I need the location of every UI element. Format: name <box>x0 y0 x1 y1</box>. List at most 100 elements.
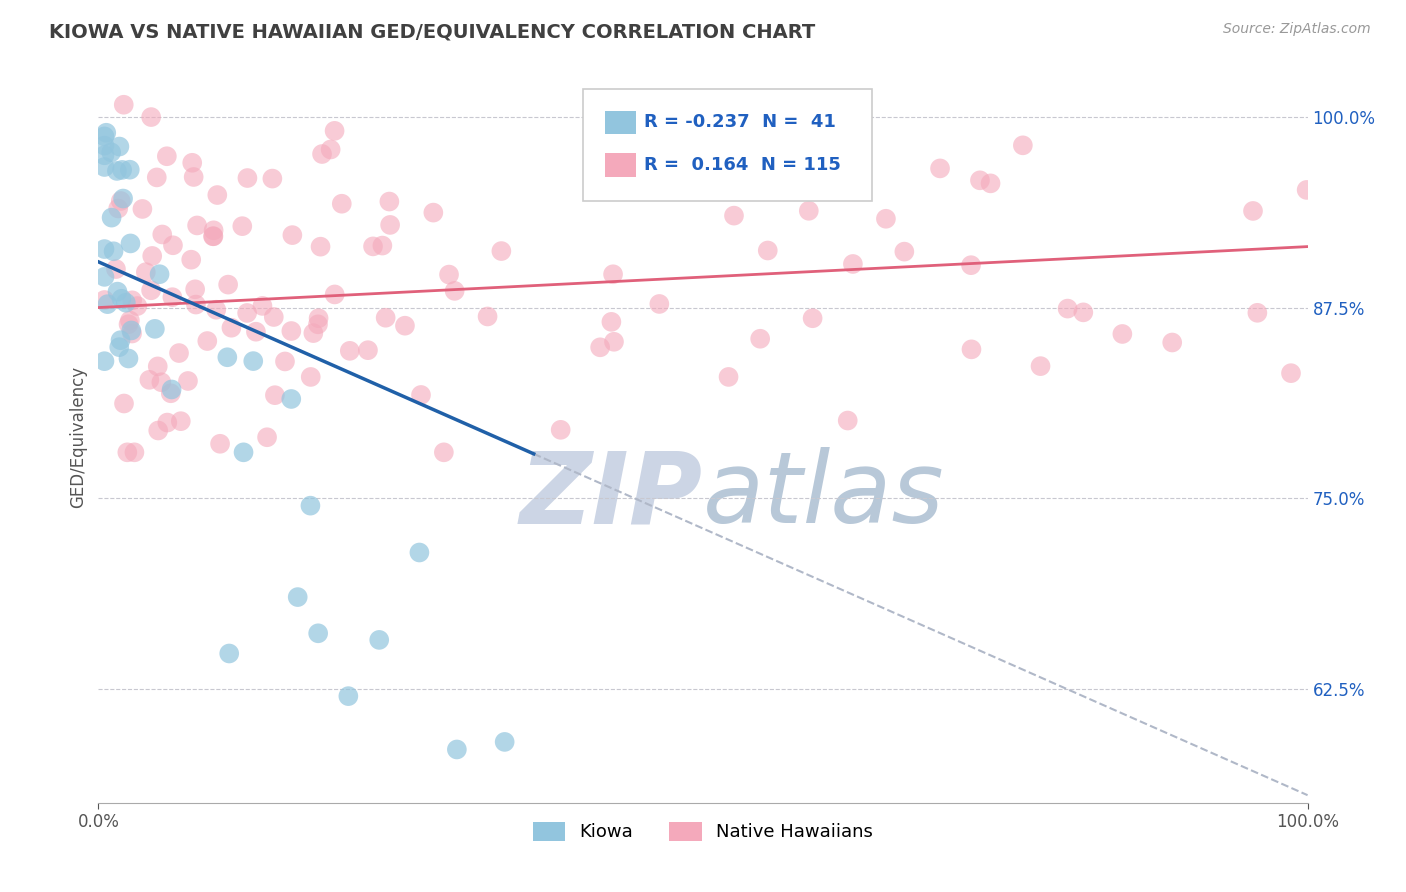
Point <box>408 545 430 559</box>
Point <box>139 283 162 297</box>
Point <box>221 320 243 334</box>
Text: KIOWA VS NATIVE HAWAIIAN GED/EQUIVALENCY CORRELATION CHART: KIOWA VS NATIVE HAWAIIAN GED/EQUIVALENCY… <box>49 22 815 41</box>
Point <box>104 262 127 277</box>
Point <box>103 244 125 259</box>
Point <box>378 194 401 209</box>
Point <box>550 423 572 437</box>
Point <box>108 139 131 153</box>
Point <box>162 238 184 252</box>
Point <box>378 218 401 232</box>
Point <box>93 160 115 174</box>
Point <box>160 383 183 397</box>
Point <box>893 244 915 259</box>
Point <box>131 202 153 216</box>
Point <box>195 334 218 348</box>
Point <box>368 632 391 647</box>
Point <box>124 445 146 459</box>
Y-axis label: GED/Equivalency: GED/Equivalency <box>69 366 87 508</box>
Point <box>183 169 205 184</box>
Point <box>231 219 253 234</box>
Point <box>93 354 115 368</box>
Text: ZIP: ZIP <box>520 447 703 544</box>
Point <box>100 211 122 225</box>
Point <box>749 332 772 346</box>
Point <box>287 590 309 604</box>
Point <box>93 129 115 144</box>
Point <box>93 138 115 153</box>
Point <box>446 742 468 756</box>
Point <box>162 290 184 304</box>
Point <box>1011 138 1033 153</box>
Point <box>723 209 745 223</box>
Point <box>299 370 322 384</box>
Point <box>875 211 897 226</box>
Point <box>960 258 983 272</box>
Point <box>138 373 160 387</box>
Text: R =  0.164  N = 115: R = 0.164 N = 115 <box>644 156 841 174</box>
Point <box>120 236 142 251</box>
Point <box>107 285 129 299</box>
Point <box>339 343 361 358</box>
Point <box>409 388 432 402</box>
Point <box>330 196 353 211</box>
Point <box>186 219 208 233</box>
Point <box>180 252 202 267</box>
Point <box>236 306 259 320</box>
Point <box>236 171 259 186</box>
Point <box>1246 306 1268 320</box>
Point <box>184 297 207 311</box>
Point <box>150 227 173 242</box>
Point <box>280 324 302 338</box>
Point <box>135 265 157 279</box>
Point <box>146 359 169 374</box>
Point <box>217 277 239 292</box>
Point <box>262 171 284 186</box>
Point <box>477 310 499 324</box>
Point <box>1111 326 1133 341</box>
Point <box>117 351 139 366</box>
Point <box>202 229 225 244</box>
Point <box>209 437 232 451</box>
Point <box>1071 305 1094 319</box>
Point <box>110 194 132 208</box>
Point <box>112 192 135 206</box>
Point <box>121 326 143 341</box>
Point <box>929 161 952 176</box>
Point <box>177 374 200 388</box>
Point <box>256 430 278 444</box>
Point <box>308 311 330 326</box>
Point <box>93 242 115 256</box>
Point <box>93 148 115 162</box>
Point <box>148 424 170 438</box>
Point <box>281 228 304 243</box>
Point <box>1056 301 1078 316</box>
Point <box>437 268 460 282</box>
Point <box>207 188 229 202</box>
Point <box>170 414 193 428</box>
Point <box>717 370 740 384</box>
Point <box>141 110 163 124</box>
Point <box>100 145 122 160</box>
Point <box>648 297 671 311</box>
Point <box>319 143 342 157</box>
Text: atlas: atlas <box>703 447 945 544</box>
Point <box>756 244 779 258</box>
Point <box>603 334 626 349</box>
Point <box>121 293 143 308</box>
Point <box>205 302 228 317</box>
Point <box>602 267 624 281</box>
Point <box>108 340 131 354</box>
Point <box>422 205 444 219</box>
Point <box>323 287 346 301</box>
Point <box>117 445 139 459</box>
Point <box>181 156 204 170</box>
Point <box>491 244 513 258</box>
Point <box>201 229 224 244</box>
Point <box>143 322 166 336</box>
Point <box>494 735 516 749</box>
Point <box>357 343 380 358</box>
Point <box>969 173 991 187</box>
Point <box>374 310 396 325</box>
Point <box>107 202 129 216</box>
Point <box>93 269 115 284</box>
